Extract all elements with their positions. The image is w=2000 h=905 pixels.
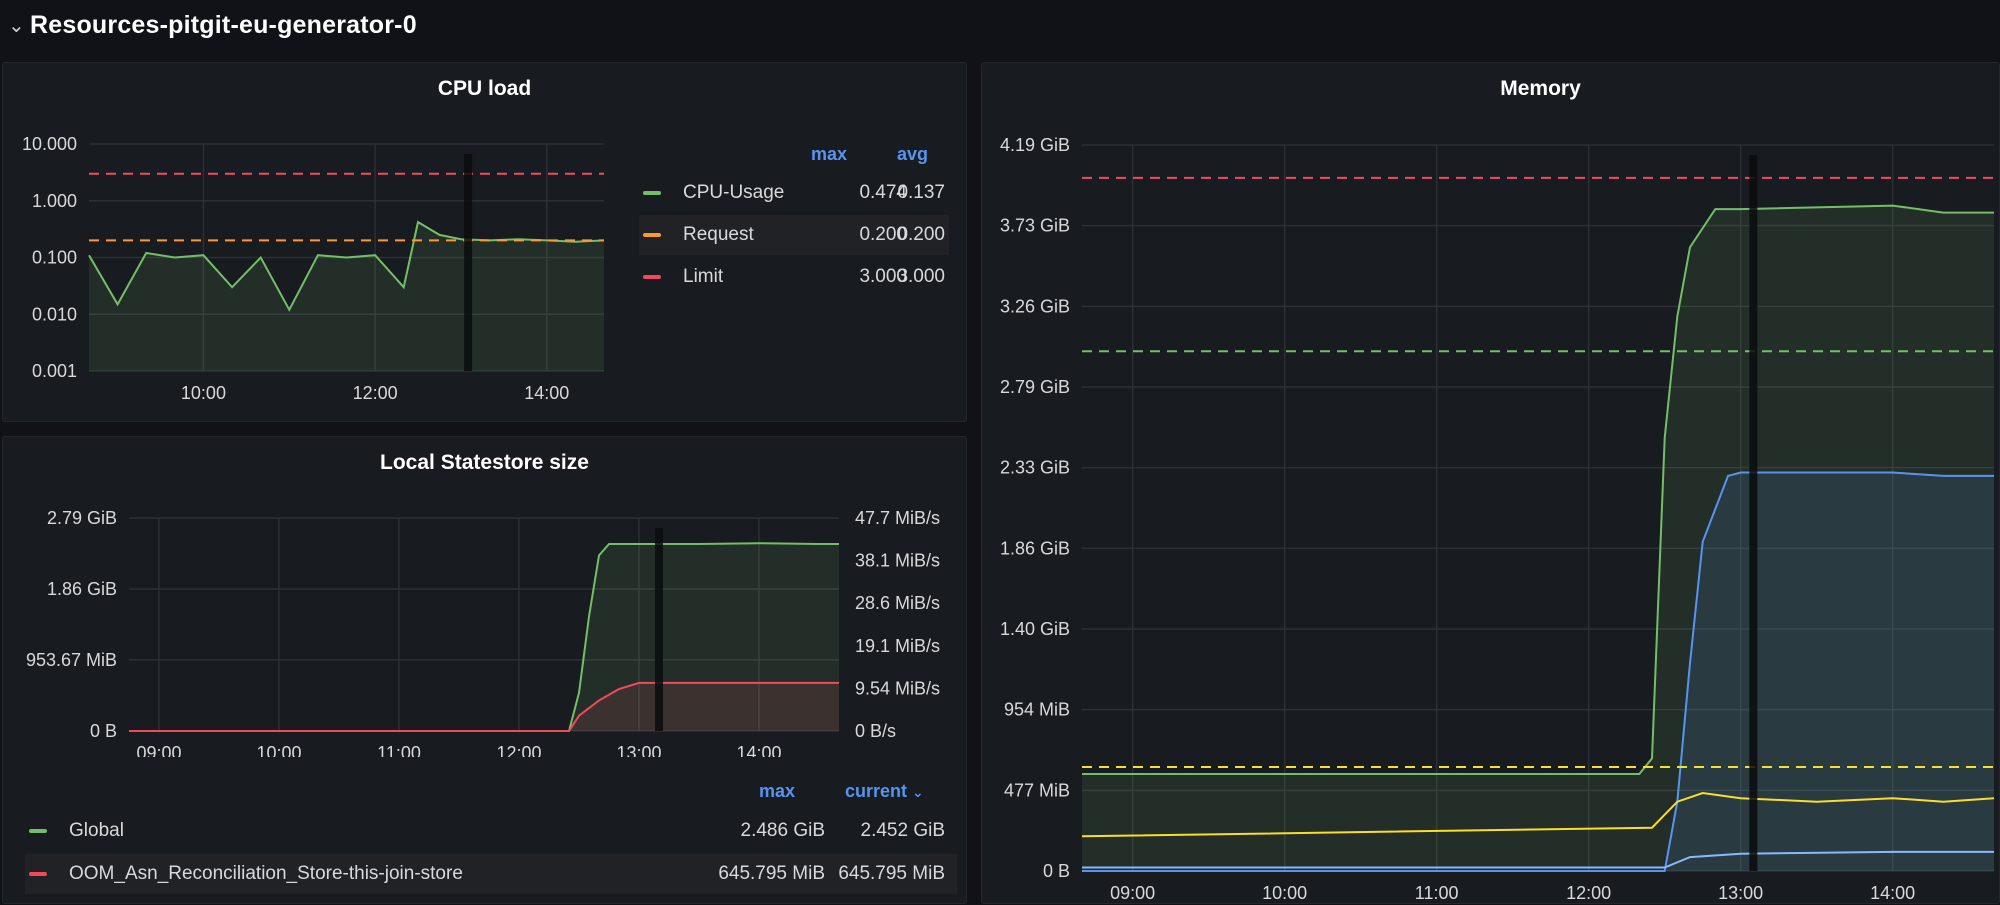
legend-series-name: OOM_Asn_Reconciliation_Store-this-join-s… [69,863,463,884]
legend-max: 3.000 [859,266,907,287]
y-tick-label: 0.001 [32,361,77,381]
series-line [88,220,605,312]
y-tick-label: 3.26 GiB [1000,296,1070,316]
legend-avg: 0.137 [897,182,945,203]
legend-swatch [643,275,661,279]
x-tick-label: 12:00 [353,383,398,403]
x-tick-label: 12:00 [496,743,541,757]
x-tick-label: 09:00 [136,743,181,757]
y-tick-label: 953.67 MiB [26,650,117,670]
series-line [129,681,839,732]
chevron-down-icon[interactable]: ⌄ [8,14,25,37]
series-line [129,542,839,732]
y-tick-label: 2.79 GiB [1000,377,1070,397]
series-line [1081,791,1995,838]
legend-row[interactable]: Global 2.486 GiB 2.452 GiB [25,811,957,851]
y-tick-label: 477 MiB [1004,780,1070,800]
series-area [1082,472,1994,871]
x-tick-label: 10:00 [1262,883,1307,903]
y-tick-label: 1.86 GiB [47,579,117,599]
legend-row[interactable]: Request 0.200 0.200 [639,215,949,255]
y-tick-label: 1.86 GiB [1000,538,1070,558]
y-tick-label: 0 B [90,721,117,741]
x-tick-label: 12:00 [1566,883,1611,903]
legend-max: 0.200 [859,224,907,245]
statestore-panel[interactable]: Local Statestore size 09:00 10:00 11:00 12:… [2,436,967,904]
x-tick-label: 13:00 [1718,883,1763,903]
memory-chart[interactable]: 09:00 10:00 11:00 12:00 13:00 14:00 4.19 GiB 3.… [982,63,2000,905]
legend-current: 2.452 GiB [860,820,946,841]
y-tick-label: 1.40 GiB [1000,619,1070,639]
legend-row[interactable]: OOM_Asn_Reconciliation_Store-this-join-s… [25,854,957,894]
legend-row[interactable]: CPU-Usage 0.474 0.137 [639,173,949,213]
x-tick-label: 11:00 [377,743,421,757]
legend-series-name: Request [683,224,754,245]
statestore-chart[interactable]: 09:00 10:00 11:00 12:00 13:00 14:00 2.79 GiB 1.… [3,437,968,757]
chevron-down-icon: ⌄ [912,784,924,800]
panel-title: Memory [1500,77,1581,100]
legend-max: 2.486 GiB [740,820,826,841]
cpu-chart[interactable]: 10:00 12:00 14:00 10.000 1.000 0.100 0.010 0.00… [3,63,613,413]
legend-header-max[interactable]: max [759,781,796,801]
y-right-tick-label: 38.1 MiB/s [855,551,940,571]
cpu-load-panel[interactable]: CPU load 10:00 12:00 14:00 10.000 1.000 0.100… [2,62,967,422]
series-line [1082,471,1994,872]
legend-swatch [29,872,47,876]
y-tick-label: 10.000 [22,134,77,154]
legend-swatch [643,233,661,237]
y-right-tick-label: 28.6 MiB/s [855,593,940,613]
y-tick-label: 0.010 [32,304,77,324]
legend-avg: 0.200 [897,224,945,245]
y-tick-label: 0 B [1043,861,1070,881]
x-tick-label: 11:00 [1415,883,1459,903]
y-tick-label: 4.19 GiB [1000,135,1070,155]
legend-series-name: Global [69,820,124,841]
y-right-tick-label: 9.54 MiB/s [855,678,940,698]
x-tick-label: 14:00 [524,383,569,403]
x-tick-label: 14:00 [1870,883,1915,903]
row-title: Resources-pitgit-eu-generator-0 [30,10,417,39]
legend-swatch [643,191,661,195]
series-area [1082,205,1994,872]
y-right-tick-label: 47.7 MiB/s [855,508,940,528]
y-tick-label: 2.79 GiB [47,508,117,528]
x-tick-label: 09:00 [1110,883,1155,903]
legend-header-max[interactable]: max [811,144,848,164]
panel-title: Local Statestore size [380,451,589,474]
y-tick-label: 954 MiB [1004,700,1070,720]
series-area [129,682,839,731]
legend-series-name: Limit [683,266,724,287]
legend-swatch [29,829,47,833]
y-tick-label: 0.100 [32,248,77,268]
panel-title: CPU load [437,77,532,100]
y-tick-label: 3.73 GiB [1000,216,1070,236]
series-line [1082,850,1994,869]
series-area [89,222,604,371]
y-tick-label: 1.000 [32,191,77,211]
y-tick-label: 2.33 GiB [1000,458,1070,478]
dashboard-row-header[interactable]: ⌄ Resources-pitgit-eu-generator-0 [0,0,2000,50]
series-line [1082,204,1994,775]
memory-panel[interactable]: Memory 09:00 10:00 11:00 12:00 13:00 14:00 4.1… [981,62,2000,904]
x-tick-label: 10:00 [181,383,226,403]
x-tick-label: 10:00 [256,743,301,757]
legend-header-avg[interactable]: avg [897,144,929,164]
legend-current: 645.795 MiB [838,863,945,884]
legend-avg: 3.000 [897,266,945,287]
legend-header-current[interactable]: current ⌄ [845,781,924,801]
legend-row[interactable]: Limit 3.000 3.000 [639,257,949,297]
x-tick-label: 13:00 [616,743,661,757]
legend-series-name: CPU-Usage [683,182,785,203]
legend-max: 0.474 [859,182,907,203]
x-tick-label: 14:00 [736,743,781,757]
y-right-tick-label: 0 B/s [855,721,896,741]
legend-max: 645.795 MiB [718,863,825,884]
y-right-tick-label: 19.1 MiB/s [855,636,940,656]
